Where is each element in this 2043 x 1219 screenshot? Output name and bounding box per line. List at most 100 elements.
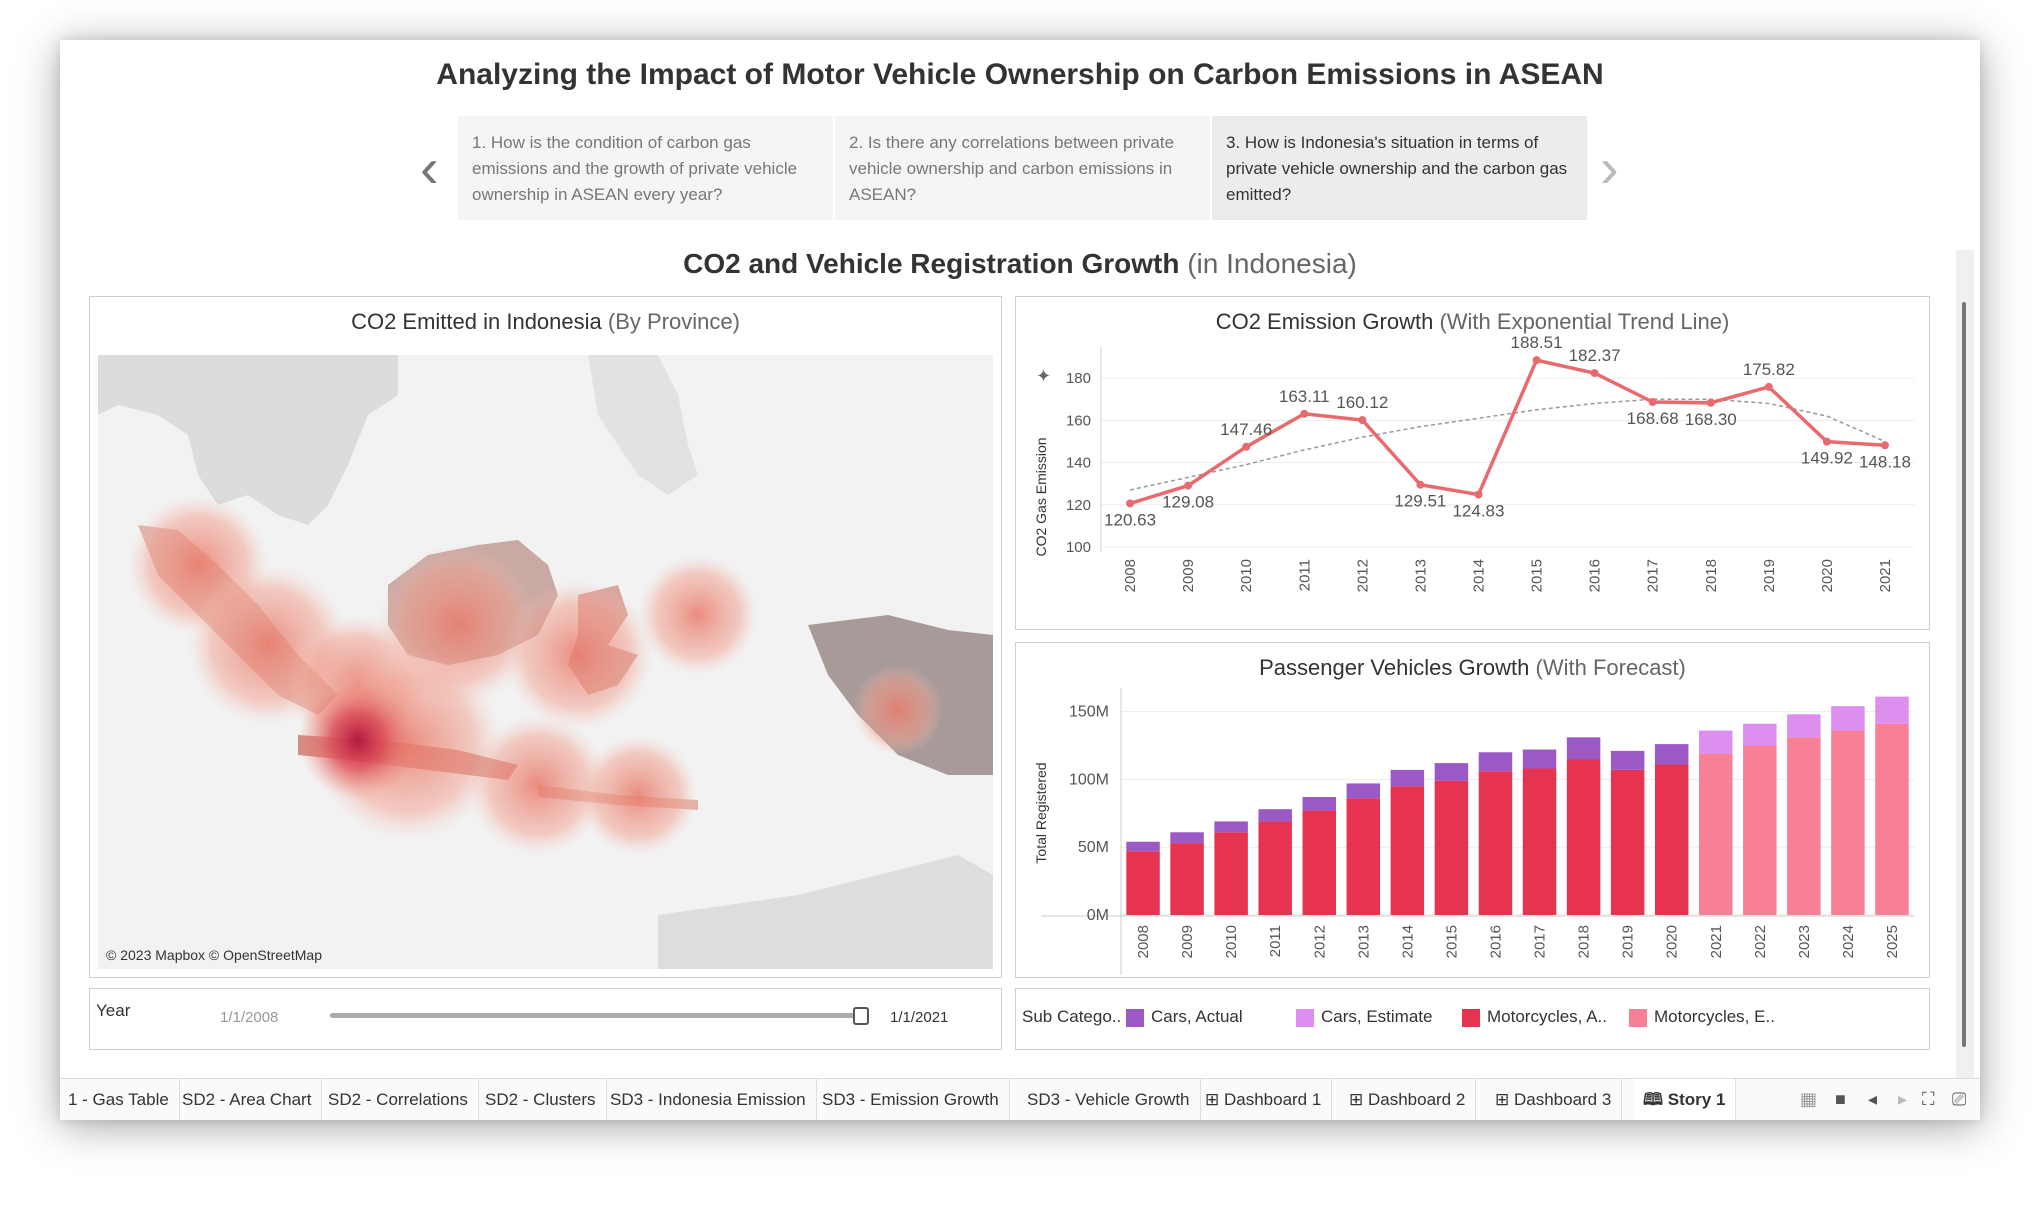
co2-chart-title-sub: (With Exponential Trend Line) (1439, 309, 1730, 334)
scroll-right-icon[interactable]: ▸ (1898, 1089, 1908, 1109)
vehicle-bar-segment (1258, 809, 1292, 822)
vehicle-x-tick-label: 2012 (1311, 925, 1328, 958)
co2-x-tick-label: 2019 (1761, 559, 1778, 592)
tab-sd3-emission-growth[interactable]: SD3 - Emission Growth (812, 1079, 1010, 1120)
co2-point (1358, 416, 1367, 425)
story-point-2[interactable]: 2. Is there any correlations between pri… (835, 116, 1210, 220)
vehicle-chart-title: Passenger Vehicles Growth (With Forecast… (1016, 655, 1929, 681)
tab-gas-table[interactable]: 1 - Gas Table (60, 1079, 180, 1120)
co2-y-tick-label: 140 (1066, 455, 1091, 472)
vehicle-x-tick-label: 2015 (1443, 925, 1460, 958)
tab-sd2-area-chart[interactable]: SD2 - Area Chart (172, 1079, 323, 1120)
tab-dashboard-1[interactable]: ⊞ Dashboard 1 (1195, 1079, 1333, 1120)
vehicle-bar-segment (1699, 730, 1733, 754)
presentation-icon[interactable]: ⎚ (1952, 1089, 1967, 1109)
vehicle-bar-segment (1654, 764, 1689, 915)
legend-swatch-cars-actual[interactable] (1126, 1009, 1144, 1027)
vehicle-y-axis-label: Total Registered (1033, 762, 1049, 863)
vehicle-bar-segment (1522, 749, 1557, 769)
map-svg (98, 355, 993, 969)
tab-story-1[interactable]: 🕮 Story 1 (1633, 1079, 1737, 1120)
co2-x-ticks: 2008 2009 2010 2011 2012 2013 2014 2015 2016 2017… (1122, 559, 1894, 592)
legend-swatch-motorcycles-actual[interactable] (1462, 1009, 1480, 1027)
story-point-label: 1. How is the condition of carbon gas em… (472, 133, 798, 204)
co2-x-tick-label: 2009 (1180, 559, 1197, 592)
legend-title: Sub Catego.. (1022, 1007, 1122, 1026)
filmstrip-icon[interactable]: ■ (1835, 1089, 1846, 1109)
story-point-3[interactable]: 3. How is Indonesia's situation in terms… (1212, 116, 1587, 220)
tab-sd3-vehicle-growth[interactable]: SD3 - Vehicle Growth (1017, 1079, 1201, 1120)
vehicle-x-tick-label: 2022 (1752, 925, 1769, 958)
vehicle-x-tick-label: 2013 (1355, 925, 1372, 958)
vehicle-x-tick-label: 2008 (1135, 925, 1152, 958)
tab-sd2-correlations[interactable]: SD2 - Correlations (318, 1079, 479, 1120)
vehicle-bar-segment (1522, 768, 1557, 915)
co2-x-tick-label: 2018 (1703, 559, 1720, 592)
mainland-asia (98, 355, 398, 525)
legend-swatch-cars-estimate[interactable] (1296, 1009, 1314, 1027)
legend-label-cars-estimate[interactable]: Cars, Estimate (1321, 1007, 1433, 1026)
co2-data-label: 175.82 (1743, 360, 1795, 379)
co2-line-chart-panel: CO2 Emission Growth (With Exponential Tr… (1015, 296, 1930, 630)
vehicle-bar-segment (1566, 737, 1601, 760)
co2-data-label: 120.63 (1104, 510, 1156, 529)
tab-label: Story 1 (1667, 1090, 1726, 1109)
vehicle-y-tick-label: 150M (1069, 704, 1109, 721)
vehicle-bars (1126, 696, 1909, 915)
vehicle-x-tick-label: 2019 (1620, 925, 1637, 958)
legend-swatch-motorcycles-estimate[interactable] (1629, 1009, 1647, 1027)
vehicle-bar-segment (1126, 841, 1160, 852)
vehicle-bar-segment (1787, 737, 1821, 915)
fullscreen-icon[interactable]: ⛶ (1922, 1089, 1935, 1109)
vehicle-x-tick-label: 2017 (1532, 925, 1549, 958)
vehicle-y-ticks: 0M 50M 100M 150M (1069, 704, 1109, 924)
vehicle-y-tick-label: 100M (1069, 771, 1109, 788)
vehicle-x-tick-label: 2025 (1884, 925, 1901, 958)
legend-label-motorcycles-estimate[interactable]: Motorcycles, E.. (1654, 1007, 1775, 1026)
story-tab-icon: 🕮 (1643, 1090, 1668, 1109)
story-point-1[interactable]: 1. How is the condition of carbon gas em… (458, 116, 833, 220)
dashboard-title: CO2 and Vehicle Registration Growth (in … (60, 248, 1980, 280)
year-slider-track[interactable] (330, 1013, 860, 1018)
co2-line-chart[interactable]: ✦ CO2 Gas Emission 100 120 140 160 180 120.6… (1016, 297, 1929, 629)
tab-label: SD3 - Emission Growth (822, 1090, 999, 1109)
co2-point (1532, 356, 1541, 365)
tab-label: Dashboard 2 (1367, 1090, 1466, 1109)
co2-data-label: 168.68 (1627, 409, 1679, 428)
tab-label: SD3 - Vehicle Growth (1027, 1090, 1190, 1109)
vehicle-bar-segment (1302, 797, 1336, 811)
year-filter-label: Year (96, 1001, 131, 1020)
vehicle-bar-segment (1434, 763, 1469, 781)
map-attribution: © 2023 Mapbox © OpenStreetMap (106, 947, 322, 963)
tab-label: 1 - Gas Table (68, 1090, 169, 1109)
co2-x-tick-label: 2015 (1529, 559, 1546, 592)
tab-sd2-clusters[interactable]: SD2 - Clusters (475, 1079, 607, 1120)
year-slider-handle[interactable] (853, 1007, 869, 1025)
tab-dashboard-2[interactable]: ⊞ Dashboard 2 (1339, 1079, 1477, 1120)
scrollbar-thumb[interactable] (1962, 302, 1966, 1047)
legend-label-cars-actual[interactable]: Cars, Actual (1151, 1007, 1243, 1026)
year-end-value: 1/1/2021 (890, 1009, 949, 1026)
pin-icon[interactable]: ✦ (1036, 366, 1051, 386)
story-point-label: 2. Is there any correlations between pri… (849, 133, 1175, 204)
legend-label-motorcycles-actual[interactable]: Motorcycles, A.. (1487, 1007, 1607, 1026)
scroll-left-icon[interactable]: ◂ (1868, 1089, 1878, 1109)
story-point-label: 3. How is Indonesia's situation in terms… (1226, 133, 1568, 204)
tab-dashboard-3[interactable]: ⊞ Dashboard 3 (1485, 1079, 1623, 1120)
co2-chart-title-main: CO2 Emission Growth (1215, 309, 1434, 334)
vehicle-bar-segment (1699, 753, 1733, 915)
grid-view-icon[interactable]: ▦ (1800, 1089, 1818, 1109)
chevron-right-icon[interactable]: › (1600, 136, 1619, 199)
vehicle-chart-title-sub: (With Forecast) (1535, 655, 1686, 680)
province-heat-map[interactable]: © 2023 Mapbox © OpenStreetMap (98, 355, 993, 969)
co2-point (1764, 382, 1773, 391)
vehicle-bar-segment (1610, 769, 1645, 915)
vehicle-bar-chart-panel: Passenger Vehicles Growth (With Forecast… (1015, 642, 1930, 978)
vehicle-bar-segment (1214, 821, 1248, 833)
tab-sd3-indonesia-emission[interactable]: SD3 - Indonesia Emission (600, 1079, 817, 1120)
co2-y-axis-label: CO2 Gas Emission (1033, 437, 1049, 556)
co2-y-ticks: 100 120 140 160 180 (1066, 370, 1091, 556)
co2-point (1242, 442, 1251, 451)
chevron-left-icon[interactable]: ‹ (420, 136, 439, 199)
